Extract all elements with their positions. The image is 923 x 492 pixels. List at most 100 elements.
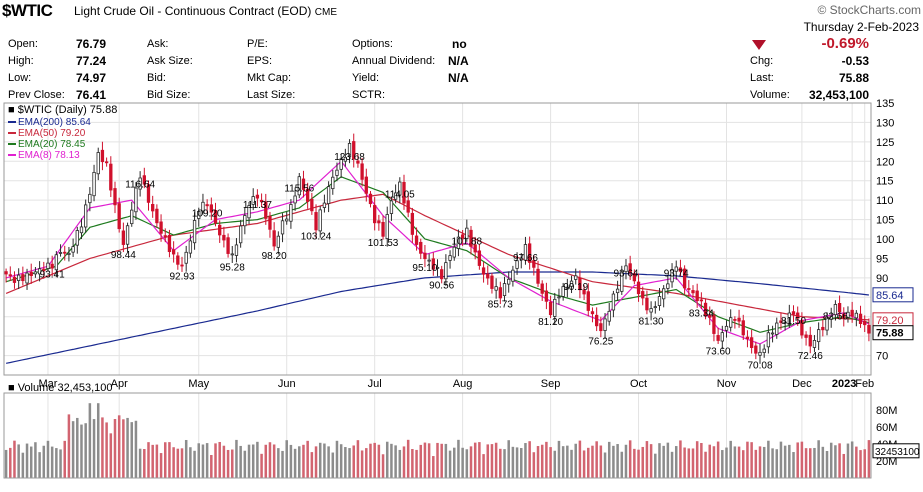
candle-body [523,244,528,261]
axes: 707580859095100105110115120125130135MarA… [3,98,914,479]
candle-body [615,288,620,294]
volume-bar [612,445,615,478]
volume-bar [859,450,862,478]
ema200-line [5,271,869,364]
candle-body [708,314,712,318]
candle-body [515,260,519,269]
price-annotation: 101.53 [368,238,399,249]
candle-body [741,320,745,336]
volume-bar [84,423,87,478]
candle-body [636,281,641,295]
candle-body [406,200,410,213]
volume-bar [264,444,268,478]
candle-body [699,299,704,302]
volume-bar [306,440,309,478]
candle-body [54,254,59,271]
high-value: 77.24 [76,54,107,68]
volume-bar [172,447,175,478]
volume-bar [285,440,288,478]
volume-bar [218,441,221,478]
candle-body [465,227,469,239]
y-tick-label: 105 [876,215,894,227]
volume-bar [842,453,846,478]
candle-body [548,301,553,316]
volume-bar [574,443,577,478]
y-tick-label: 70 [876,351,888,363]
candle-body [833,304,838,316]
candle-body [339,158,343,170]
candle-body [557,296,561,299]
price-annotation: 101.88 [452,237,483,248]
candle-body [268,215,272,230]
price-annotation: 70.08 [747,360,772,371]
candle-body [151,203,155,212]
ask-size-label: Ask Size: [147,55,193,67]
volume-bar [9,447,12,478]
candle-body [858,313,863,324]
candle-body [21,274,25,282]
price-annotation: 93.41 [40,270,65,281]
quote-date: Thursday 2-Feb-2023 [803,20,919,34]
volume-bar [189,447,192,478]
volume-bar [733,446,737,478]
candle-body [641,291,645,299]
volume-bar [540,444,544,478]
volume-bar [607,441,611,478]
candle-body [867,324,871,334]
x-tick-label: Feb [855,378,874,390]
candle-body [393,192,398,200]
candle-body [121,230,126,245]
legend-entry: EMA(50) 79.20 [18,128,86,139]
x-tick-label: Aug [453,378,473,390]
volume-bar [419,444,423,478]
candle-body [842,313,846,319]
volume-bar [649,444,653,478]
candle-body [238,225,243,244]
volume-bar [34,442,37,478]
volume-bar [365,448,368,478]
volume-bar [80,424,83,478]
candle-body [766,332,771,348]
volume-bar [494,442,498,478]
volume-bar [754,449,758,478]
volume-bar [515,447,519,478]
volume-bar [268,442,272,478]
price-annotation: 82.66 [823,311,848,322]
price-annotation: 93.64 [613,269,638,280]
candle-body [540,283,544,294]
volume-tick-label: 20M [876,456,897,468]
volume-bar [620,451,624,478]
volume-bar [800,441,804,478]
volume-bar [369,443,372,478]
candle-body [410,212,415,235]
volume-bar [683,447,686,478]
volume-bar [126,417,129,478]
candle-body [25,272,29,284]
candle-body [779,320,783,323]
volume-bar [402,446,406,478]
ask-label: Ask: [147,38,169,50]
candle-body [297,176,301,196]
volume-bar [222,445,226,478]
candle-body [837,303,842,313]
volume-panel-frame [3,392,872,479]
price-annotation: 97.66 [513,253,538,264]
candle-body [653,306,657,309]
y-tick-label: 130 [876,117,894,129]
price-annotation: 114.05 [385,189,415,200]
candle-body [460,234,465,239]
volume-bar [239,445,242,478]
candle-body [398,181,402,196]
volume-bar [205,443,209,478]
volume-bar [549,447,552,478]
volume-bar [117,415,121,478]
volume-bar [113,419,117,478]
candle-body [666,283,670,289]
chart-title: ■ $WTIC (Daily) 75.88 [8,104,117,116]
candle-body [306,188,310,202]
price-annotation: 81.50 [781,316,806,327]
candle-body [226,237,230,254]
candle-body [318,209,322,232]
